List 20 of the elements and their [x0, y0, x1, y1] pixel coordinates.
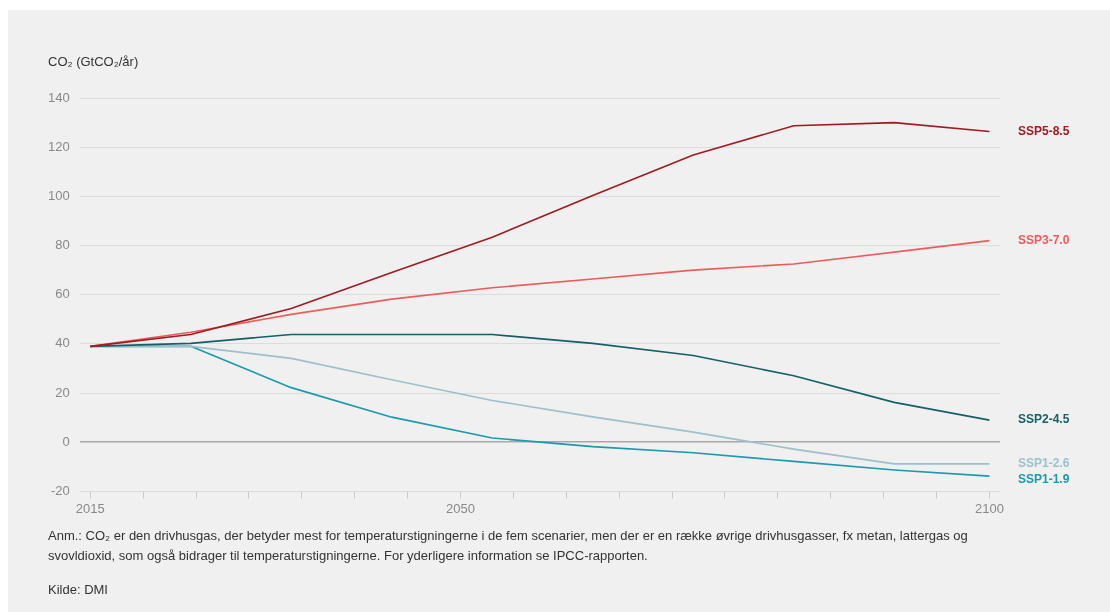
- text: SSP2-4.5: [1018, 412, 1070, 427]
- y-tick-label: 40: [55, 335, 70, 351]
- y-tick-label: 120: [47, 138, 70, 154]
- text: SSP1-1.9: [1018, 472, 1070, 487]
- text: Anm.: CO₂ er den drivhusgas, der betyder mest for temperaturstigningerne i de fem scenarier, men der er en række øvrige drivhusgasser, fx metan, lattergas og svovldioxid, som også bidrager til temperaturstigningerne. For yderligere information se IPCC-rapporten.: [48, 527, 969, 565]
- y-tick-label: 0: [62, 433, 70, 449]
- x-tick-label: 2015: [75, 500, 105, 516]
- y-tick-label: 80: [55, 237, 70, 253]
- y-tick-label: 140: [47, 89, 70, 105]
- x-tick-label: 2050: [446, 500, 475, 516]
- y-tick-label: 20: [55, 384, 70, 400]
- y-tick-label: 100: [47, 187, 70, 203]
- x-tick-label: 2100: [974, 500, 1004, 516]
- y-tick-label: -20: [50, 482, 70, 498]
- text: SSP1-2.6: [1018, 456, 1070, 471]
- text: Kilde: DMI: [48, 581, 109, 599]
- text: SSP5-8.5: [1018, 123, 1070, 138]
- y-tick-label: 60: [55, 286, 70, 302]
- text: SSP3-7.0: [1018, 232, 1070, 247]
- y-axis-title: CO₂ (GtCO₂/år): [48, 54, 139, 69]
